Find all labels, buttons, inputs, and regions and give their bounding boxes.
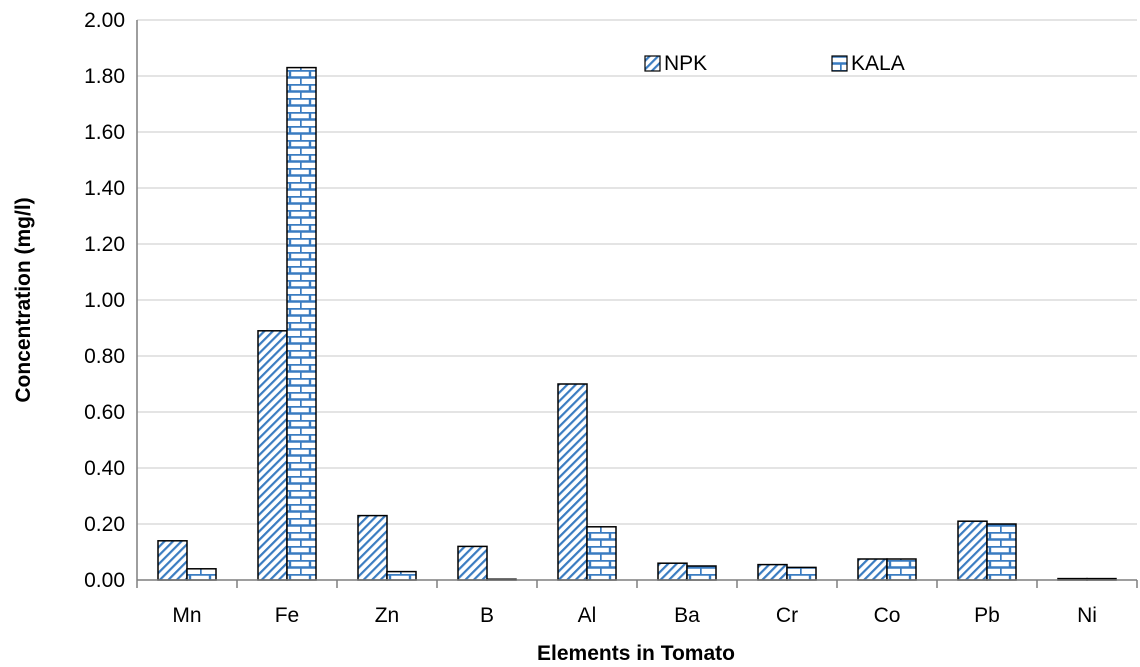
x-tick-label: Cr — [776, 604, 798, 627]
bar-kala-pb — [986, 523, 1017, 581]
bar-npk-pb — [957, 520, 988, 581]
y-tick-label: 0.20 — [84, 513, 125, 536]
legend-label-kala: KALA — [851, 52, 905, 75]
y-tick-label: 0.60 — [84, 401, 125, 424]
x-tick-label: Zn — [375, 604, 400, 627]
x-tick-label: Fe — [275, 604, 300, 627]
x-tick-label: Co — [874, 604, 901, 627]
bar-kala-fe — [286, 66, 317, 581]
bar-kala-mn — [186, 568, 217, 581]
bars — [157, 66, 1117, 581]
y-tick-label: 0.80 — [84, 345, 125, 368]
bar-kala-co — [886, 558, 917, 581]
x-tick-label: Al — [578, 604, 597, 627]
legend: NPK KALA — [644, 52, 905, 75]
y-axis-title: Concentration (mg/l) — [12, 197, 35, 402]
y-tick-label: 1.00 — [84, 289, 125, 312]
bar-kala-cr — [786, 566, 817, 581]
bar-npk-ba — [657, 562, 688, 581]
y-tick-label: 1.60 — [84, 121, 125, 144]
y-tick-label: 0.00 — [84, 569, 125, 592]
y-tick-label: 1.20 — [84, 233, 125, 256]
bar-kala-ba — [686, 565, 717, 581]
bar-npk-b — [457, 545, 488, 581]
legend-label-npk: NPK — [664, 52, 707, 75]
y-tick-label: 0.40 — [84, 457, 125, 480]
x-tick-label: Mn — [172, 604, 201, 627]
y-tick-label: 1.40 — [84, 177, 125, 200]
bar-npk-co — [857, 558, 888, 581]
bar-npk-cr — [757, 563, 788, 581]
x-tick-label: Ba — [674, 604, 700, 627]
y-tick-label: 1.80 — [84, 65, 125, 88]
x-axis-title: Elements in Tomato — [537, 642, 735, 665]
x-tick-label: Pb — [974, 604, 1000, 627]
bar-npk-al — [557, 383, 588, 581]
axes: 0.00 0.20 0.40 0.60 0.80 1.00 1.20 1.40 1.60 1.80… — [84, 9, 1138, 627]
bar-npk-zn — [357, 514, 388, 581]
legend-swatch-npk — [644, 55, 661, 72]
y-tick-label: 2.00 — [84, 9, 125, 32]
x-tick-label: B — [480, 604, 494, 627]
bar-kala-zn — [386, 570, 417, 581]
x-tick-label: Ni — [1077, 604, 1097, 627]
legend-swatch-kala — [831, 55, 848, 72]
bar-npk-fe — [257, 330, 288, 581]
bar-kala-al — [586, 526, 617, 581]
bar-npk-mn — [157, 540, 188, 581]
